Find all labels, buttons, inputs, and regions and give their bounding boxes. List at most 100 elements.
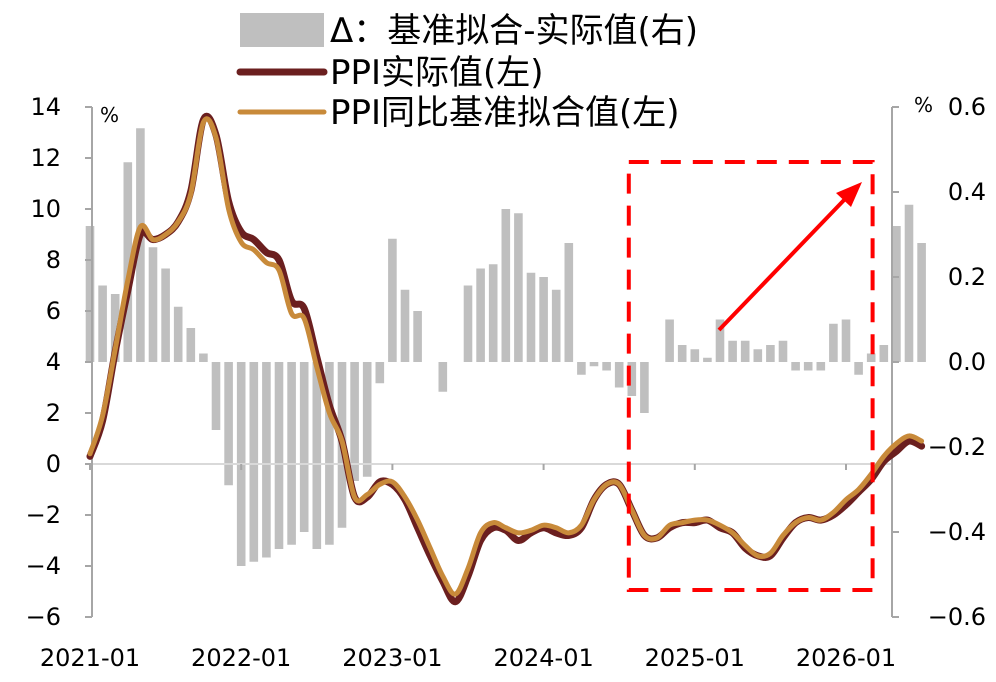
right-tick-label: 0.4	[948, 178, 986, 206]
diff-bar	[312, 362, 322, 549]
left-tick-label: −6	[26, 603, 61, 631]
diff-bar	[476, 268, 485, 362]
diff-bar	[917, 243, 926, 362]
diff-bar	[816, 362, 826, 371]
right-tick-label: 0.0	[948, 348, 986, 376]
x-axis-ticks: 2021-01 2022-01 2023-01 2024-01 2025-01 2026-…	[40, 464, 896, 672]
diff-bar	[740, 340, 750, 362]
left-tick-label: 0	[46, 450, 61, 478]
diff-bar	[161, 268, 170, 362]
diff-bar	[85, 226, 95, 362]
legend-label: PPI同比基准拟合值(左)	[330, 93, 680, 133]
diff-bar	[299, 362, 309, 532]
diff-bar	[463, 285, 473, 362]
diff-bar	[148, 247, 158, 362]
diff-bar	[438, 362, 448, 392]
diff-bar	[589, 362, 599, 367]
diff-bar	[703, 357, 712, 362]
right-tick-label: −0.6	[928, 603, 986, 631]
diff-bar	[640, 362, 649, 413]
diff-bar	[904, 204, 914, 362]
diff-bar	[526, 272, 536, 362]
diff-bar	[677, 345, 687, 362]
trend-arrow	[717, 182, 862, 332]
diff-bar	[413, 311, 422, 362]
x-tick-label: 2023-01	[342, 644, 442, 672]
diff-bar	[803, 362, 813, 371]
diff-bar	[400, 289, 410, 362]
diff-bar	[614, 362, 624, 388]
diff-bar	[98, 285, 107, 362]
diff-bar	[123, 162, 133, 362]
diff-bar	[362, 362, 372, 477]
left-tick-label: 2	[46, 399, 61, 427]
diff-bar	[199, 353, 208, 362]
diff-bar	[287, 362, 296, 545]
diff-bar	[110, 294, 120, 362]
left-tick-label: −4	[26, 552, 61, 580]
diff-bar	[224, 362, 233, 486]
diff-bar	[262, 362, 271, 558]
diff-bar	[577, 362, 586, 375]
diff-bar	[879, 345, 889, 362]
right-tick-label: 0.2	[948, 263, 986, 291]
diff-bar	[728, 340, 737, 362]
diff-bar	[388, 238, 397, 362]
left-tick-label: 12	[30, 144, 61, 172]
x-tick-label: 2021-01	[40, 644, 140, 672]
diff-bar	[488, 264, 498, 362]
trend-arrow-head	[836, 182, 862, 207]
diff-bar	[501, 209, 511, 362]
right-axis-ticks: 0.6 0.4 0.2 0.0 −0.2 −0.4 −0.6	[892, 93, 986, 631]
legend-label: Δ：基准拟合-实际值(右)	[330, 11, 698, 51]
diff-bar	[690, 349, 700, 362]
left-axis-ticks: 14 12 10 8 6 4 2 0 −2 −4 −6	[26, 93, 92, 631]
diff-bar	[766, 345, 775, 362]
diff-bar	[602, 362, 611, 371]
left-tick-label: 8	[46, 246, 61, 274]
left-tick-label: 6	[46, 297, 61, 325]
diff-bar	[854, 362, 863, 375]
left-tick-label: −2	[26, 501, 61, 529]
diff-bar	[627, 362, 637, 396]
legend-swatch	[240, 13, 324, 47]
diff-bar	[841, 319, 851, 362]
legend-item-diff: Δ：基准拟合-实际值(右)	[240, 11, 698, 51]
right-tick-label: 0.6	[948, 93, 986, 121]
diff-bar	[274, 362, 284, 549]
x-tick-label: 2024-01	[493, 644, 593, 672]
diff-bar	[350, 362, 359, 481]
diff-bar	[551, 289, 561, 362]
x-tick-label: 2025-01	[645, 644, 745, 672]
diff-bar	[791, 362, 800, 371]
diff-bar	[539, 277, 548, 362]
diff-bar	[325, 362, 334, 545]
diff-bar	[866, 353, 876, 362]
series-line-fit	[87, 116, 925, 597]
diff-bar	[173, 306, 183, 362]
diff-bar	[564, 243, 574, 362]
diff-bar	[249, 362, 259, 562]
legend-item-fit: PPI同比基准拟合值(左)	[237, 93, 680, 133]
diff-bar	[375, 362, 385, 384]
diff-bar	[892, 226, 901, 362]
right-axis-unit: %	[914, 93, 933, 117]
left-tick-label: 4	[46, 348, 61, 376]
trend-arrow-shaft	[717, 196, 848, 332]
left-axis-unit: %	[100, 103, 119, 127]
x-tick-label: 2026-01	[796, 644, 896, 672]
legend: Δ：基准拟合-实际值(右)PPI实际值(左)PPI同比基准拟合值(左)	[236, 11, 698, 133]
diff-bar	[211, 362, 221, 430]
diff-bar	[514, 213, 523, 362]
diff-bars	[85, 128, 926, 566]
x-tick-label: 2022-01	[191, 644, 291, 672]
right-tick-label: −0.4	[928, 518, 986, 546]
right-tick-label: −0.2	[928, 433, 986, 461]
left-tick-label: 14	[30, 93, 61, 121]
diff-bar	[829, 323, 838, 362]
diff-bar	[778, 340, 788, 362]
diff-bar	[186, 328, 196, 362]
legend-label: PPI实际值(左)	[330, 53, 544, 93]
left-tick-label: 10	[30, 195, 61, 223]
